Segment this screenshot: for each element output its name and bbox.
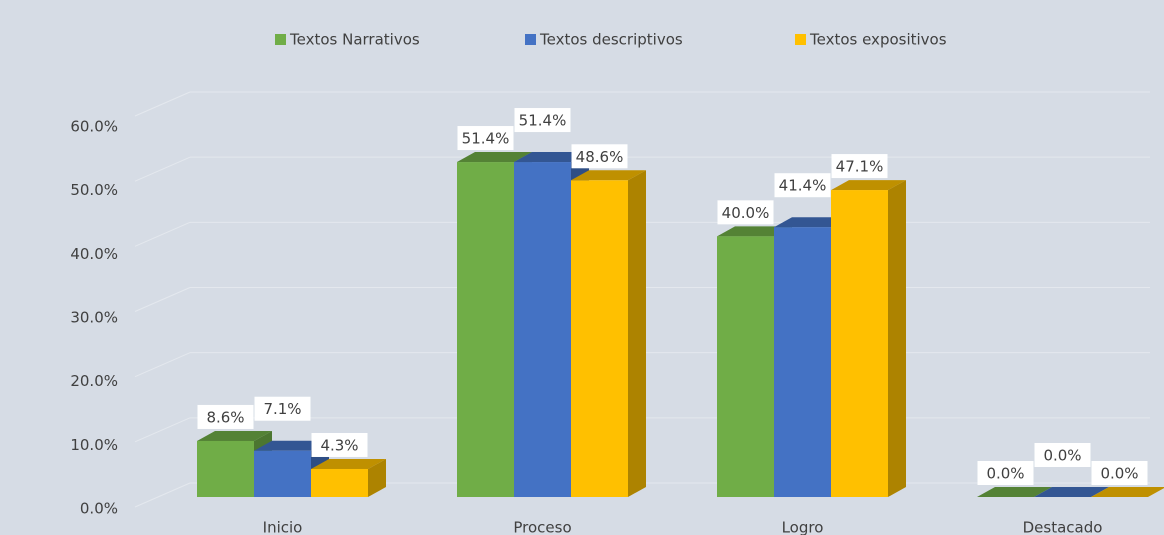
bar bbox=[311, 468, 368, 497]
y-tick-label: 60.0% bbox=[70, 118, 118, 136]
value-label-box bbox=[254, 396, 311, 421]
y-tick-label: 10.0% bbox=[70, 436, 118, 454]
bar-top bbox=[457, 152, 532, 163]
grid-line bbox=[134, 156, 191, 182]
legend-label: Textos descriptivos bbox=[539, 31, 683, 49]
grid-line bbox=[134, 91, 191, 117]
value-label-box bbox=[457, 126, 514, 151]
bar-top bbox=[774, 217, 849, 228]
grid-line bbox=[134, 287, 191, 312]
bar-top bbox=[571, 170, 646, 181]
value-label-box bbox=[1091, 461, 1148, 485]
value-label: 47.1% bbox=[836, 158, 884, 176]
value-label: 0.0% bbox=[986, 465, 1024, 483]
bar-side bbox=[888, 180, 906, 497]
value-label: 51.4% bbox=[462, 130, 510, 148]
value-label-box bbox=[774, 173, 831, 198]
value-label-box bbox=[311, 432, 368, 457]
x-tick-label: Proceso bbox=[513, 519, 571, 535]
bar-top bbox=[977, 487, 1052, 497]
bar-top bbox=[1034, 487, 1109, 497]
bar bbox=[514, 162, 571, 497]
value-label-box bbox=[197, 404, 254, 429]
value-label-box bbox=[977, 461, 1034, 485]
value-label-box bbox=[571, 144, 628, 169]
bar-top bbox=[1091, 487, 1164, 497]
legend-swatch bbox=[795, 34, 806, 45]
x-tick-label: Inicio bbox=[263, 519, 303, 535]
x-tick-label: Logro bbox=[782, 519, 824, 535]
bar-top bbox=[197, 430, 272, 441]
grid-line bbox=[134, 417, 191, 443]
value-label: 48.6% bbox=[576, 148, 624, 166]
y-tick-label: 50.0% bbox=[70, 181, 118, 199]
y-tick-label: 0.0% bbox=[80, 500, 118, 518]
y-tick-label: 40.0% bbox=[70, 245, 118, 263]
bar bbox=[831, 190, 888, 497]
grid-line bbox=[134, 352, 191, 378]
value-label-box bbox=[514, 108, 571, 133]
bar bbox=[774, 227, 831, 497]
value-label: 0.0% bbox=[1043, 447, 1081, 465]
bar-top bbox=[311, 458, 386, 469]
bar bbox=[717, 236, 774, 498]
bar-side bbox=[628, 170, 646, 498]
value-label: 7.1% bbox=[263, 400, 301, 418]
legend-swatch bbox=[525, 34, 536, 45]
bar-side bbox=[368, 458, 386, 497]
bar bbox=[457, 162, 514, 497]
legend-swatch bbox=[275, 34, 286, 45]
value-label: 51.4% bbox=[519, 112, 567, 130]
bar-top bbox=[254, 440, 329, 451]
value-label: 41.4% bbox=[779, 177, 827, 195]
value-label: 0.0% bbox=[1100, 465, 1138, 483]
value-label: 4.3% bbox=[320, 436, 358, 454]
value-label: 40.0% bbox=[722, 204, 770, 222]
value-label: 8.6% bbox=[206, 408, 244, 426]
grid-line bbox=[134, 221, 191, 247]
bar-top bbox=[717, 226, 792, 237]
value-label-box bbox=[831, 154, 888, 179]
bar bbox=[571, 180, 628, 498]
x-tick-label: Destacado bbox=[1023, 519, 1103, 535]
bar-top bbox=[831, 180, 906, 191]
legend-label: Textos expositivos bbox=[809, 31, 947, 49]
y-tick-label: 20.0% bbox=[70, 372, 118, 390]
legend-label: Textos Narrativos bbox=[289, 31, 420, 49]
value-label-box bbox=[717, 200, 774, 225]
grid-line bbox=[134, 482, 191, 508]
value-label-box bbox=[1034, 443, 1091, 467]
bar-top bbox=[514, 152, 589, 163]
y-tick-label: 30.0% bbox=[70, 309, 118, 327]
bar bbox=[254, 450, 311, 497]
bar bbox=[197, 440, 254, 497]
